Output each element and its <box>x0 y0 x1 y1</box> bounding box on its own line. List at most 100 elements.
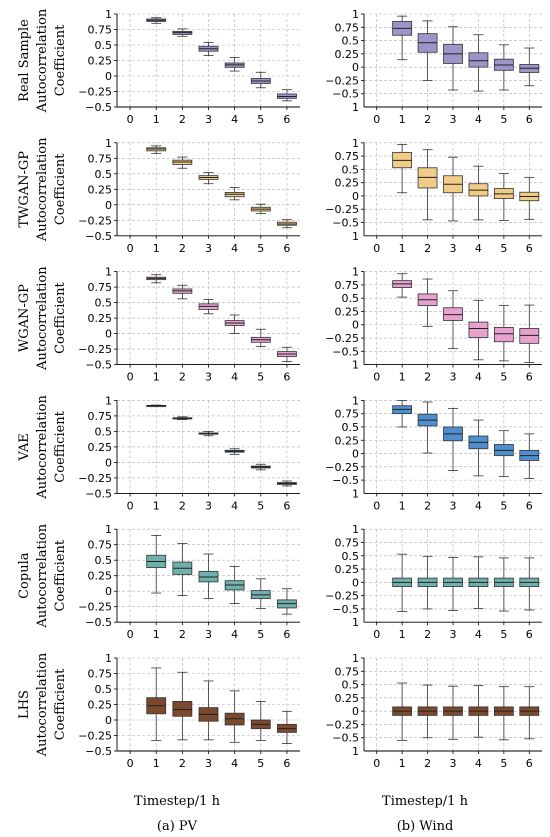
x-tick-label: 6 <box>283 757 290 770</box>
box-wgan-gp-wind-t3 <box>443 290 463 350</box>
y-tick-label: 0.25 <box>335 177 360 190</box>
box-wgan-gp-wind-t5 <box>493 305 514 362</box>
x-tick-label: 4 <box>231 113 238 126</box>
box-copula-pv-t4 <box>224 566 245 604</box>
y-tick-label: −0.25 <box>78 472 112 485</box>
box-vae-pv-t2 <box>172 416 193 421</box>
x-tick-label: 1 <box>153 371 160 384</box>
box-wgan-gp-pv-t4 <box>224 314 245 335</box>
x-tick-label: 0 <box>373 242 380 255</box>
y-tick-label-extra: 1 <box>352 487 359 500</box>
y-tick-label: 0.25 <box>335 563 360 576</box>
y-tick-label: 0.25 <box>88 183 113 196</box>
y-tick-label-extra: 1 <box>352 101 359 114</box>
row-model-name: WGAN-GP <box>17 284 32 352</box>
x-tick-label: 2 <box>424 757 431 770</box>
box-copula-pv-t3 <box>198 553 219 600</box>
y-tick-label: 0.5 <box>95 683 113 696</box>
box-iqr <box>443 307 463 321</box>
x-tick-label: 5 <box>500 242 507 255</box>
y-tick-label: 0.5 <box>95 554 113 567</box>
x-tick-label: 3 <box>205 371 212 384</box>
x-tick-label: 0 <box>127 371 134 384</box>
y-axis-title-line: Autocorrelation <box>35 523 50 628</box>
box-wgan-gp-pv-t6 <box>277 346 297 362</box>
x-tick-label: 4 <box>475 113 482 126</box>
box-real-sample-pv-t5 <box>250 71 271 89</box>
y-tick-label-extra: 1 <box>352 230 359 243</box>
x-tick-label: 3 <box>450 499 457 512</box>
row-model-name: LHS <box>17 690 32 719</box>
box-wgan-gp-pv-t5 <box>250 328 271 348</box>
x-tick-label: 2 <box>179 757 186 770</box>
x-tick-label: 6 <box>283 242 290 255</box>
x-tick-label: 0 <box>127 242 134 255</box>
row-labels: Real Sample Autocorrelation CoefficientTWG… <box>17 8 68 757</box>
y-tick-label: 0.75 <box>88 539 113 552</box>
x-tick-label: 3 <box>450 628 457 641</box>
x-tick-label: 3 <box>450 371 457 384</box>
panel-vae-pv: −0.5 −0.25 0 0.25 0.5 0.75 1 0 1 2 3 4 5 6 <box>78 394 300 512</box>
box-wgan-gp-pv-t1 <box>146 274 167 284</box>
y-tick-label: −0.25 <box>325 590 359 603</box>
panel-copula-pv: −0.5 −0.25 0 0.25 0.5 0.75 1 0 1 2 3 4 5 6 <box>78 523 300 641</box>
y-axis-title-line: Coefficient <box>53 282 68 354</box>
y-tick-label: 0.25 <box>335 305 360 318</box>
y-tick-label: 0.75 <box>335 665 360 678</box>
y-tick-label: 0.75 <box>88 24 113 37</box>
y-tick-label: 0 <box>352 319 359 332</box>
y-tick-label: 0 <box>352 190 359 203</box>
y-tick-label: 0.5 <box>95 425 113 438</box>
y-tick-label: 1 <box>105 8 112 21</box>
x-tick-label: 2 <box>424 499 431 512</box>
box-real-sample-pv-t1 <box>146 17 167 24</box>
box-twgan-gp-wind-t1 <box>392 143 413 194</box>
caption-wind: (b) Wind <box>397 819 454 834</box>
row-label-vae: VAE Autocorrelation Coefficient <box>17 395 68 500</box>
y-tick-label: 0.75 <box>88 668 113 681</box>
x-axis-label-wind: Timestep/1 h <box>382 794 469 809</box>
box-lhs-pv-t2 <box>172 671 193 741</box>
panel-wgan-gp-pv: −0.5 −0.25 0 0.25 0.5 0.75 1 0 1 2 3 4 5 6 <box>78 266 300 384</box>
box-lhs-wind-t4 <box>468 685 489 738</box>
panel-lhs-pv: −0.5 −0.25 0 0.25 0.5 0.75 1 0 1 2 3 4 5 6 <box>78 652 300 770</box>
box-vae-wind-t3 <box>443 407 463 471</box>
x-tick-label: 1 <box>153 499 160 512</box>
x-tick-label: 6 <box>526 242 533 255</box>
box-copula-wind-t6 <box>519 557 540 611</box>
x-tick-label: 0 <box>373 371 380 384</box>
y-axis-title-line: Coefficient <box>53 24 68 96</box>
x-tick-label: 6 <box>526 757 533 770</box>
y-tick-label: 0.5 <box>95 168 113 181</box>
x-tick-label: 5 <box>257 113 264 126</box>
x-tick-label: 4 <box>475 499 482 512</box>
x-tick-label: 1 <box>399 499 406 512</box>
x-tick-label: 3 <box>205 113 212 126</box>
y-tick-label: 0.75 <box>88 152 113 165</box>
box-vae-wind-t5 <box>493 430 514 477</box>
x-tick-label: 0 <box>127 757 134 770</box>
box-copula-pv-t2 <box>172 543 193 596</box>
y-tick-label: −0.5 <box>85 359 112 372</box>
x-tick-label: 0 <box>127 113 134 126</box>
x-tick-label: 3 <box>205 757 212 770</box>
x-tick-label: 6 <box>283 371 290 384</box>
x-tick-label: 5 <box>257 757 264 770</box>
y-tick-label: 0 <box>105 328 112 341</box>
x-tick-label: 5 <box>500 113 507 126</box>
y-tick-label: −0.25 <box>325 461 359 474</box>
y-axis-title-line: Autocorrelation <box>35 137 50 242</box>
box-wgan-gp-wind-t6 <box>519 304 540 363</box>
x-tick-label: 3 <box>205 242 212 255</box>
box-wgan-gp-wind-t2 <box>417 278 438 327</box>
x-tick-label: 5 <box>500 371 507 384</box>
x-tick-label: 4 <box>475 242 482 255</box>
y-tick-label: 1 <box>105 652 112 665</box>
y-tick-label: 0.75 <box>335 150 360 163</box>
box-vae-pv-t6 <box>277 480 297 487</box>
y-tick-label: 0.25 <box>335 692 360 705</box>
y-tick-label: −0.5 <box>332 217 359 230</box>
x-tick-label: 3 <box>450 113 457 126</box>
